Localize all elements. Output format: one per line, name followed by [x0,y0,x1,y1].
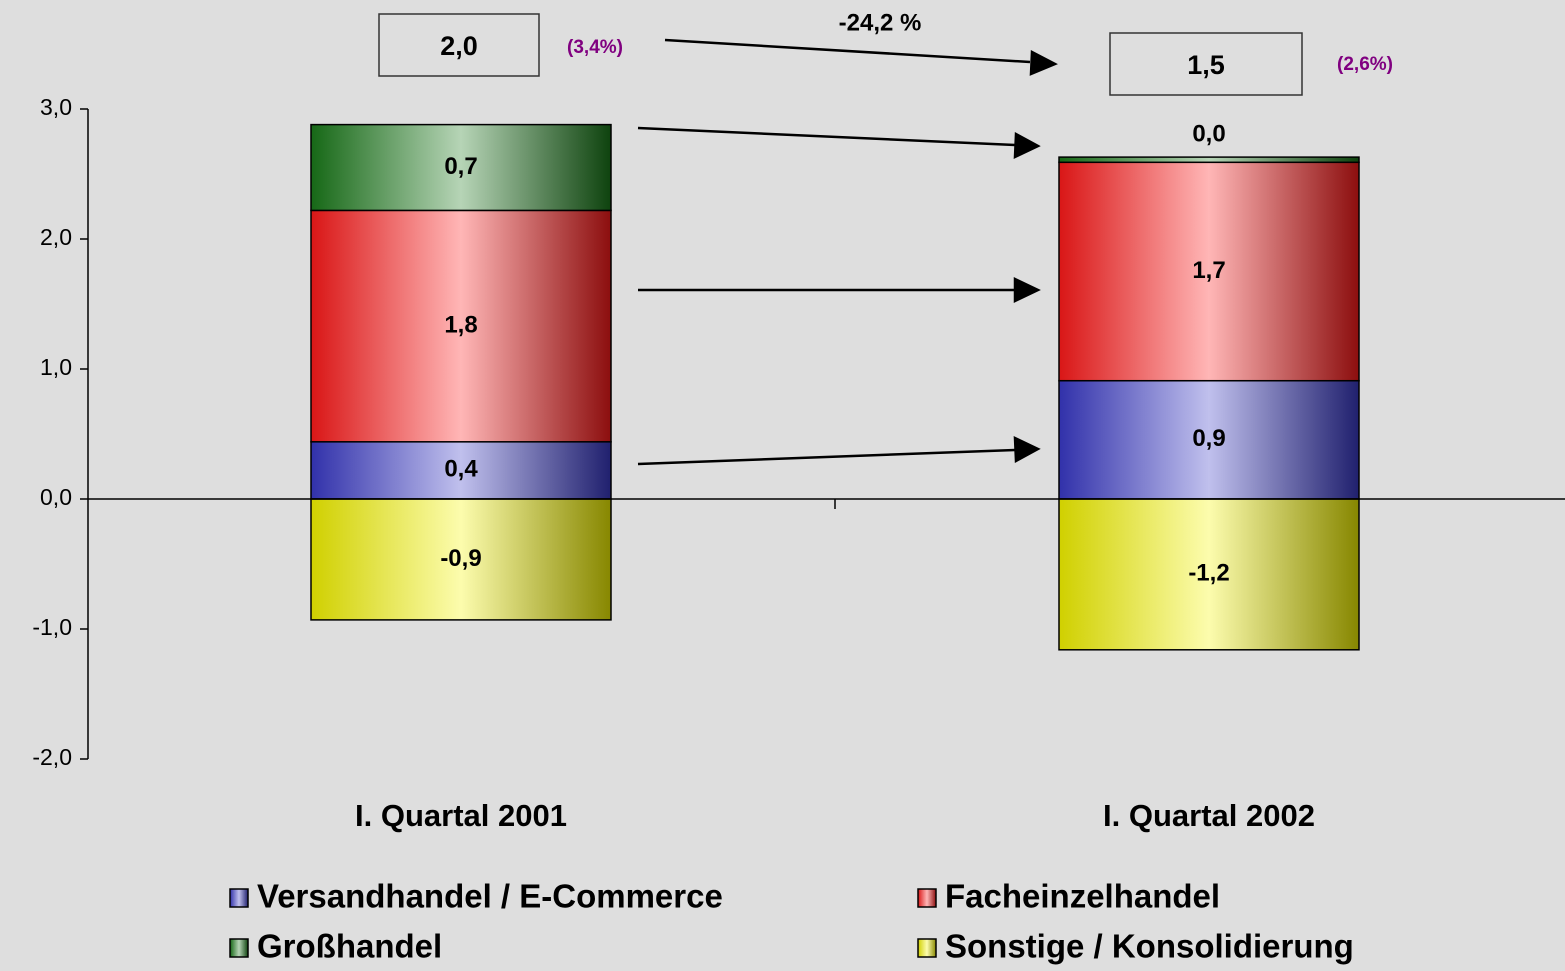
y-tick-label: -1,0 [32,614,72,640]
change-label: -24,2 % [839,9,922,36]
bar-segment [1058,498,1360,651]
legend-marker [917,888,937,908]
bar-segment [1058,156,1360,164]
arrow [637,448,1016,466]
value-label: 0,4 [444,456,478,483]
total-share: (2,6%) [1337,54,1393,75]
arrow-head [1013,277,1041,303]
y-tick-label: -2,0 [32,744,72,770]
total-box [378,13,540,77]
arrows [637,38,1058,466]
value-label: -0,9 [440,545,481,572]
bar-segment [1058,379,1360,500]
x-tick-label: I. Quartal 2001 [355,798,567,833]
arrow-head [1013,435,1041,464]
arrow [664,38,1031,64]
value-label: 1,7 [1192,257,1225,284]
legend-marker [229,888,249,908]
legend-label: Versandhandel / E-Commerce [257,878,723,915]
y-tick-label: 3,0 [40,94,72,120]
y-tick-label: 0,0 [40,484,72,510]
total-label: 1,5 [1187,50,1225,80]
bar-segment [310,209,612,443]
bar-segment [310,123,612,212]
value-label: 1,8 [444,311,477,338]
x-tick-label: I. Quartal 2002 [1103,798,1315,833]
bar-segment [1058,161,1360,382]
total-share: (3,4%) [567,37,623,58]
legend-label: Sonstige / Konsolidierung [945,928,1354,965]
arrow-head [1013,131,1041,160]
arrow [637,126,1016,147]
y-tick-label: 1,0 [40,354,72,380]
bar-segment [310,498,612,621]
legend-marker [917,938,937,958]
total-label: 2,0 [440,31,478,61]
value-label: 0,0 [1192,120,1225,147]
value-label: -1,2 [1188,560,1229,587]
total-box [1109,32,1303,96]
legend-label: Großhandel [257,928,442,965]
value-label: 0,9 [1192,425,1225,452]
legend-label: Facheinzelhandel [945,878,1220,915]
y-tick-label: 2,0 [40,224,72,250]
legend-marker [229,938,249,958]
value-label: 0,7 [444,153,477,180]
arrow-head [1029,49,1058,76]
